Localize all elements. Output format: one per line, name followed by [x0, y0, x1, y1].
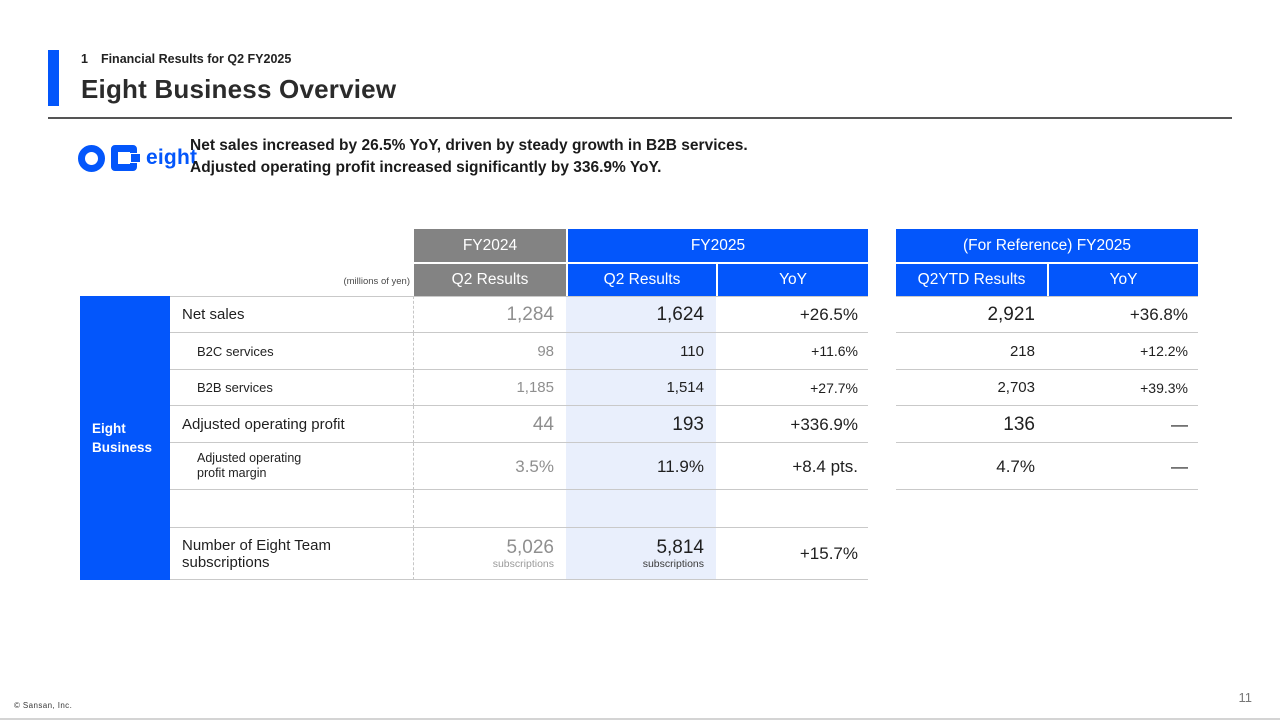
title-divider — [48, 117, 1232, 119]
net-sales-fy2025: 1,624 — [566, 296, 716, 333]
row-label-b2c-services: B2C services — [170, 333, 414, 370]
row-label-b2b-services: B2B services — [170, 370, 414, 406]
aop-fy2024: 44 — [414, 406, 566, 443]
b2b-fy2025: 1,514 — [566, 370, 716, 406]
row-label-adjusted-operating-profit: Adjusted operating profit — [170, 406, 414, 443]
aop-margin-q2ytd: 4.7% — [896, 443, 1047, 490]
header-q2ytd-results: Q2YTD Results — [896, 262, 1047, 296]
section-label: Financial Results for Q2 FY2025 — [100, 52, 292, 66]
aop-margin-fy2024: 3.5% — [414, 443, 566, 490]
aop-q2ytd-yoy: — — [1047, 406, 1198, 443]
b2c-q2ytd-yoy: +12.2% — [1047, 333, 1198, 370]
aop-yoy: +336.9% — [716, 406, 868, 443]
header-reference-yoy: YoY — [1047, 262, 1198, 296]
header-fy2024: FY2024 — [414, 229, 566, 262]
section-number: 1 — [81, 52, 88, 66]
b2b-fy2024: 1,185 — [414, 370, 566, 406]
slide-bottom-edge — [0, 718, 1280, 720]
page-title: Eight Business Overview — [81, 74, 397, 104]
row-label-aop-margin: Adjusted operating profit margin — [170, 443, 414, 490]
header-fy2025: FY2025 — [566, 229, 868, 262]
net-sales-yoy: +26.5% — [716, 296, 868, 333]
header-fy2024-q2-results: Q2 Results — [414, 262, 566, 296]
table-sidebar-eight-business: Eight Business — [80, 296, 170, 580]
section-eyebrow: 1 Financial Results for Q2 FY2025 — [81, 52, 291, 66]
subscriptions-fy2024: 5,026 subscriptions — [414, 528, 566, 580]
aop-fy2025: 193 — [566, 406, 716, 443]
spacer-cell — [170, 490, 414, 528]
b2c-yoy: +11.6% — [716, 333, 868, 370]
header-for-reference-fy2025: (For Reference) FY2025 — [896, 229, 1198, 262]
eight-logo-wordmark: eight — [146, 146, 198, 169]
reference-table: (For Reference) FY2025 Q2YTD Results YoY… — [896, 229, 1198, 580]
subscriptions-fy2025-unit: subscriptions — [642, 557, 704, 570]
b2c-fy2024: 98 — [414, 333, 566, 370]
key-message: Net sales increased by 26.5% YoY, driven… — [190, 135, 748, 179]
aop-q2ytd: 136 — [896, 406, 1047, 443]
subscriptions-yoy: +15.7% — [716, 528, 868, 580]
subscriptions-fy2025: 5,814 subscriptions — [566, 528, 716, 580]
aop-margin-q2ytd-yoy: — — [1047, 443, 1198, 490]
net-sales-fy2024: 1,284 — [414, 296, 566, 333]
spacer-cell — [566, 490, 716, 528]
header-fy2025-q2-results: Q2 Results — [566, 262, 716, 296]
title-accent-bar — [48, 50, 59, 106]
net-sales-q2ytd-yoy: +36.8% — [1047, 296, 1198, 333]
aop-margin-fy2025: 11.9% — [566, 443, 716, 490]
b2b-yoy: +27.7% — [716, 370, 868, 406]
net-sales-q2ytd: 2,921 — [896, 296, 1047, 333]
subscriptions-fy2025-value: 5,814 — [656, 536, 704, 558]
subscriptions-fy2024-unit: subscriptions — [492, 557, 554, 570]
b2b-q2ytd: 2,703 — [896, 370, 1047, 406]
aop-margin-yoy: +8.4 pts. — [716, 443, 868, 490]
row-label-net-sales: Net sales — [170, 296, 414, 333]
spacer-cell — [414, 490, 566, 528]
units-note: (millions of yen) — [343, 276, 410, 287]
header-fy2025-yoy: YoY — [716, 262, 868, 296]
b2c-q2ytd: 218 — [896, 333, 1047, 370]
key-message-line2: Adjusted operating profit increased sign… — [190, 159, 662, 176]
b2b-q2ytd-yoy: +39.3% — [1047, 370, 1198, 406]
spacer-cell — [716, 490, 868, 528]
results-table: Eight Business FY2024 FY2025 Q2 Results … — [80, 229, 868, 580]
key-message-line1: Net sales increased by 26.5% YoY, driven… — [190, 137, 748, 154]
row-label-eight-team-subscriptions: Number of Eight Team subscriptions — [170, 528, 414, 580]
eight-logo-circle-icon — [78, 144, 105, 172]
eight-logo: eight — [78, 144, 197, 172]
eight-logo-square-icon — [111, 145, 140, 171]
copyright-notice: © Sansan, Inc. — [14, 701, 73, 710]
subscriptions-fy2024-value: 5,026 — [506, 536, 554, 558]
b2c-fy2025: 110 — [566, 333, 716, 370]
page-number: 11 — [1238, 690, 1253, 705]
